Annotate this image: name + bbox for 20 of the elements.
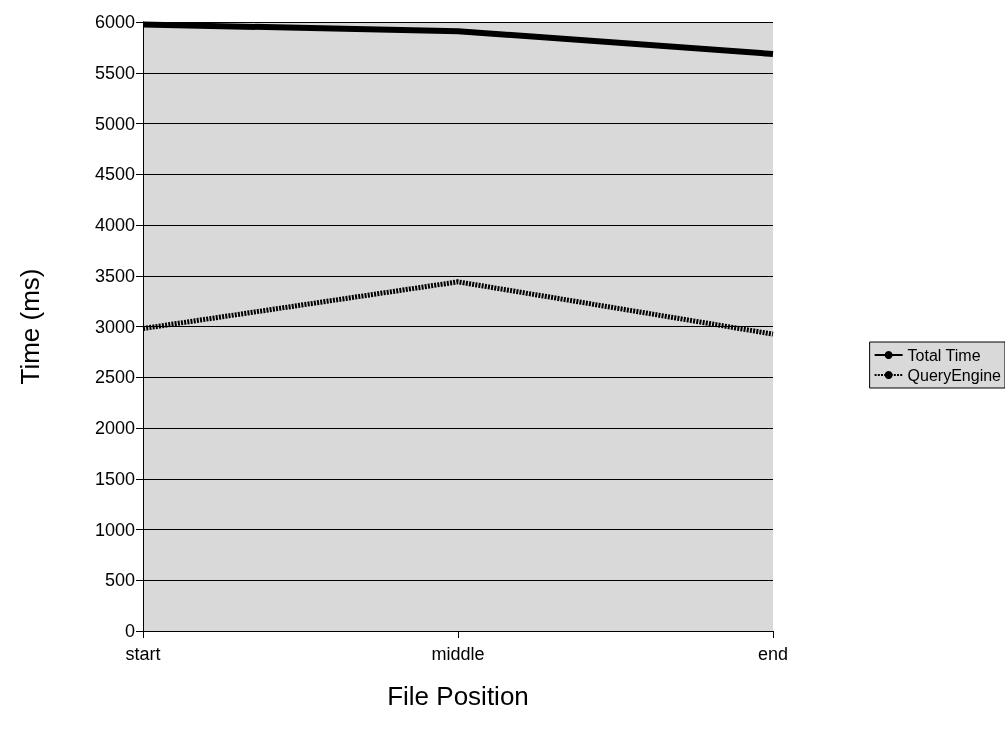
legend-label: QueryEngine	[907, 366, 1002, 384]
y-tick-label: 5500	[94, 62, 135, 83]
x-tick-label: middle	[431, 644, 485, 664]
y-axis-title: Time (ms)	[15, 268, 45, 385]
y-tick-label: 0	[124, 621, 135, 641]
y-tick-label: 1000	[94, 519, 135, 540]
y-tick-label: 6000	[94, 12, 135, 32]
x-tick-label: start	[125, 644, 161, 664]
y-tick-label: 3000	[94, 316, 135, 337]
x-axis-title: File Position	[387, 681, 529, 711]
y-tick-label: 1500	[94, 468, 135, 489]
y-tick-label: 2000	[94, 418, 135, 438]
y-tick-label: 500	[104, 570, 135, 591]
y-tick-label: 3500	[94, 265, 135, 286]
y-tick-label: 4500	[94, 164, 135, 185]
y-tick-label: 4000	[94, 215, 135, 235]
y-tick-label: 2500	[94, 367, 135, 388]
x-tick-label: end	[757, 644, 789, 664]
y-tick-label: 5000	[94, 113, 135, 134]
legend-label: Total Time	[907, 346, 981, 364]
